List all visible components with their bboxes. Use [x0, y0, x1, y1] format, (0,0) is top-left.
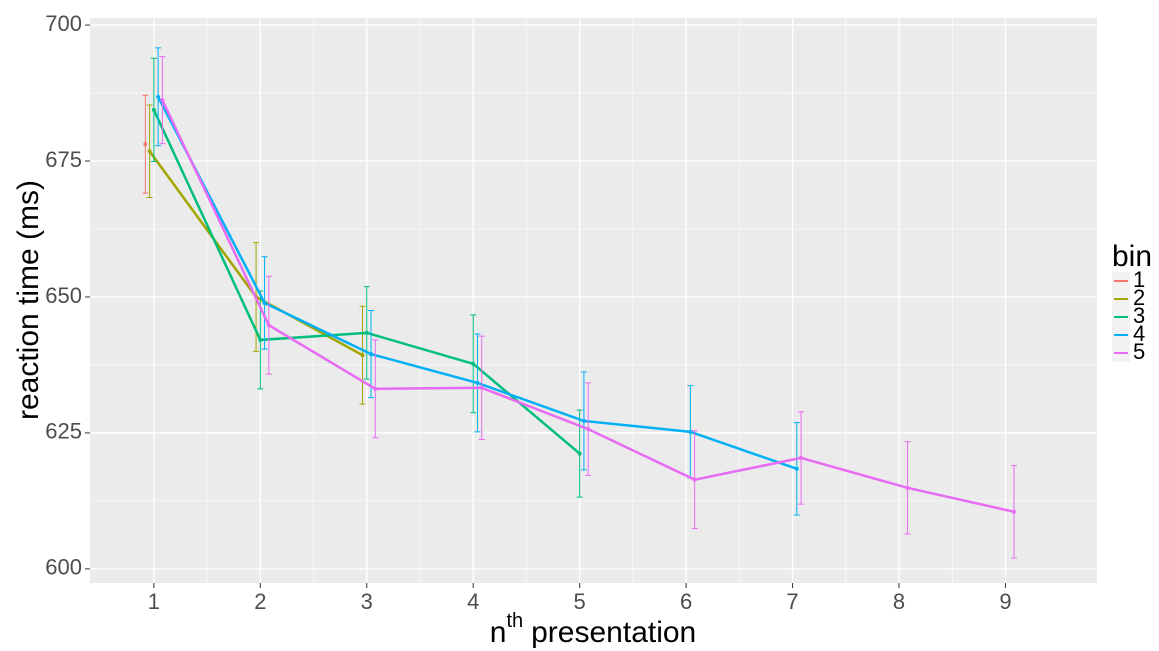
y-tick-label: 700 — [45, 11, 82, 36]
x-tick-label: 6 — [680, 589, 692, 614]
x-tick-label: 5 — [574, 589, 586, 614]
x-tick-label: 1 — [148, 589, 160, 614]
point — [156, 94, 161, 99]
y-tick-label: 675 — [45, 147, 82, 172]
point — [258, 337, 263, 342]
point — [262, 300, 267, 305]
point — [360, 353, 365, 358]
x-tick-label: 2 — [254, 589, 266, 614]
x-title-sup: th — [506, 610, 523, 632]
y-tick-label: 600 — [45, 555, 82, 580]
legend-label: 3 — [1133, 303, 1145, 328]
x-tick-label: 7 — [786, 589, 798, 614]
y-axis-title: reaction time (ms) — [12, 180, 45, 420]
point — [794, 466, 799, 471]
point — [373, 386, 378, 391]
x-title-base: n — [490, 616, 507, 649]
point — [799, 455, 804, 460]
point — [1011, 509, 1016, 514]
legend-title: bin — [1112, 240, 1152, 273]
point — [147, 149, 152, 154]
marks — [142, 47, 1017, 559]
point — [369, 352, 374, 357]
point — [143, 142, 148, 147]
point — [364, 330, 369, 335]
y-tick-label: 625 — [45, 419, 82, 444]
point — [151, 107, 156, 112]
point — [692, 477, 697, 482]
legend-label: 5 — [1133, 339, 1145, 364]
point — [586, 427, 591, 432]
point — [581, 418, 586, 423]
point — [475, 380, 480, 385]
point — [905, 485, 910, 490]
x-title-rest: presentation — [531, 616, 696, 649]
legend-label: 4 — [1133, 321, 1145, 346]
x-tick-label: 9 — [999, 589, 1011, 614]
y-tick-label: 650 — [45, 283, 82, 308]
x-axis-title: nth presentation — [490, 610, 697, 649]
x-tick-label: 4 — [467, 589, 479, 614]
point — [471, 361, 476, 366]
legend-label: 2 — [1133, 285, 1145, 310]
grid — [90, 18, 1097, 583]
point — [160, 98, 165, 103]
point — [577, 451, 582, 456]
x-tick-label: 8 — [893, 589, 905, 614]
point — [266, 323, 271, 328]
x-tick-label: 3 — [361, 589, 373, 614]
point — [479, 385, 484, 390]
point — [688, 429, 693, 434]
legend-label: 1 — [1133, 267, 1145, 292]
